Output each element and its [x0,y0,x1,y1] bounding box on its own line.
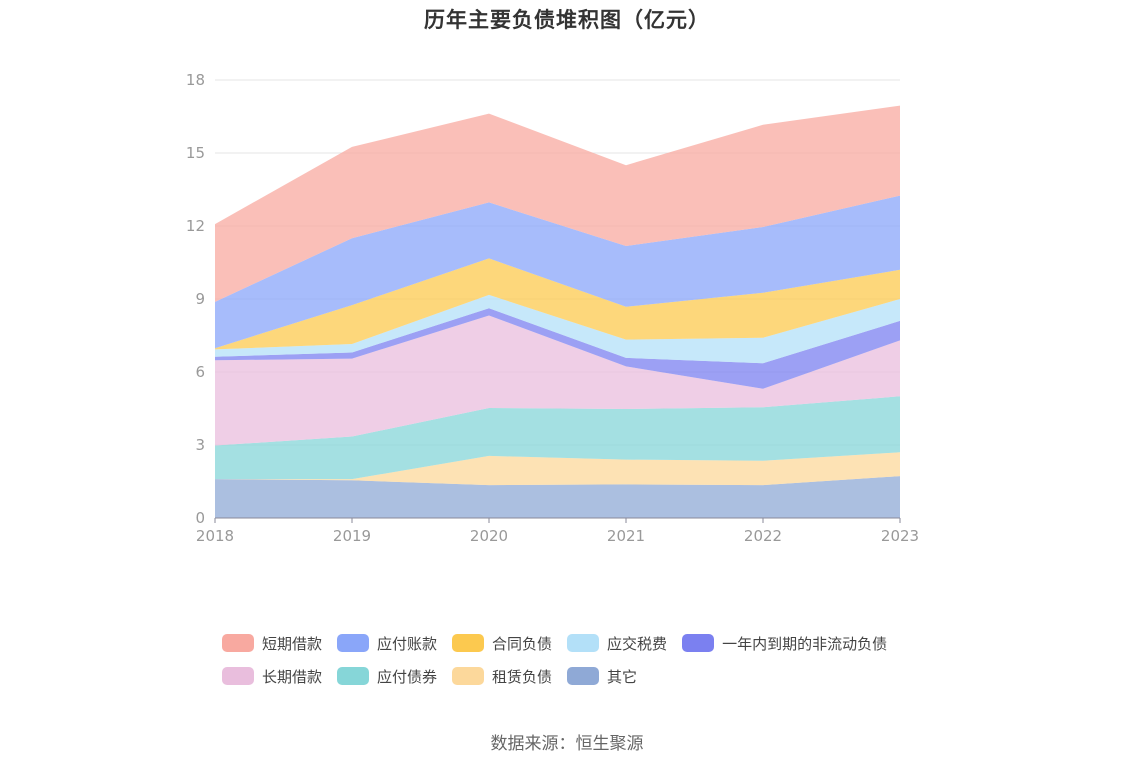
y-tick-label: 3 [195,436,205,454]
y-tick-label: 0 [195,509,205,527]
legend-item[interactable]: 长期借款 [222,666,322,687]
legend-item[interactable]: 合同负债 [452,633,552,654]
legend-label: 长期借款 [262,667,323,686]
legend-label: 租赁负债 [492,667,553,686]
area-series-应交税费[interactable] [215,294,900,364]
x-tick-label: 2018 [196,527,234,545]
legend-item[interactable]: 应交税费 [567,633,667,654]
legend-row: 短期借款 应付账款 合同负债 应交税费 一年内到期的非流动负债 [222,630,942,656]
x-tick-label: 2021 [607,527,645,545]
legend-swatch [682,634,715,652]
legend-label: 一年内到期的非流动负债 [722,634,888,653]
y-tick-label: 18 [186,71,205,89]
x-tick-label: 2022 [744,527,782,545]
legend-item[interactable]: 短期借款 [222,633,322,654]
legend-label: 应付债券 [377,667,438,686]
legend-swatch [452,634,485,652]
legend-label: 合同负债 [492,634,553,653]
legend-swatch [567,667,600,685]
source-note: 数据来源：恒生聚源 [490,734,644,754]
area-series-长期借款[interactable] [215,315,900,446]
legend-swatch [452,667,485,685]
area-series-group [215,105,900,518]
area-series-合同负债[interactable] [215,258,900,350]
legend-label: 应付账款 [377,634,438,653]
y-tick-label: 12 [186,217,205,235]
legend-label: 应交税费 [607,634,668,653]
area-series-应付债券[interactable] [215,396,900,480]
y-tick-label: 6 [195,363,205,381]
y-tick-label: 15 [186,144,205,162]
legend-item[interactable]: 租赁负债 [452,666,552,687]
x-tick-label: 2020 [470,527,508,545]
y-tick-label: 9 [195,290,205,308]
area-series-租赁负债[interactable] [215,452,900,486]
legend-swatch [567,634,600,652]
legend-swatch [337,634,370,652]
legend-item[interactable]: 应付债券 [337,666,437,687]
area-series-短期借款[interactable] [215,105,900,302]
legend-label: 其它 [607,667,638,686]
legend-item[interactable]: 应付账款 [337,633,437,654]
legend-swatch [337,667,370,685]
area-series-一年内到期的非流动负债[interactable] [215,308,900,389]
x-tick-label: 2019 [333,527,371,545]
legend-item[interactable]: 一年内到期的非流动负债 [682,633,887,654]
legend-swatch [222,634,254,652]
legend-swatch [222,667,254,685]
area-series-其它[interactable] [215,476,900,518]
legend-item[interactable]: 其它 [567,666,637,687]
legend-row: 长期借款 应付债券 租赁负债 其它 [222,663,942,689]
chart-title: 历年主要负债堆积图（亿元） [424,8,710,32]
legend: 短期借款 应付账款 合同负债 应交税费 一年内到期的非流动负债长期借款 应付债券 租赁负债 其… [222,630,942,696]
x-tick-label: 2023 [881,527,919,545]
legend-label: 短期借款 [262,634,323,653]
area-series-应付账款[interactable] [215,195,900,349]
axes: 0 3 6 9 12 15 18 2018 2019 2020 2021 2022 2023 [186,71,919,545]
